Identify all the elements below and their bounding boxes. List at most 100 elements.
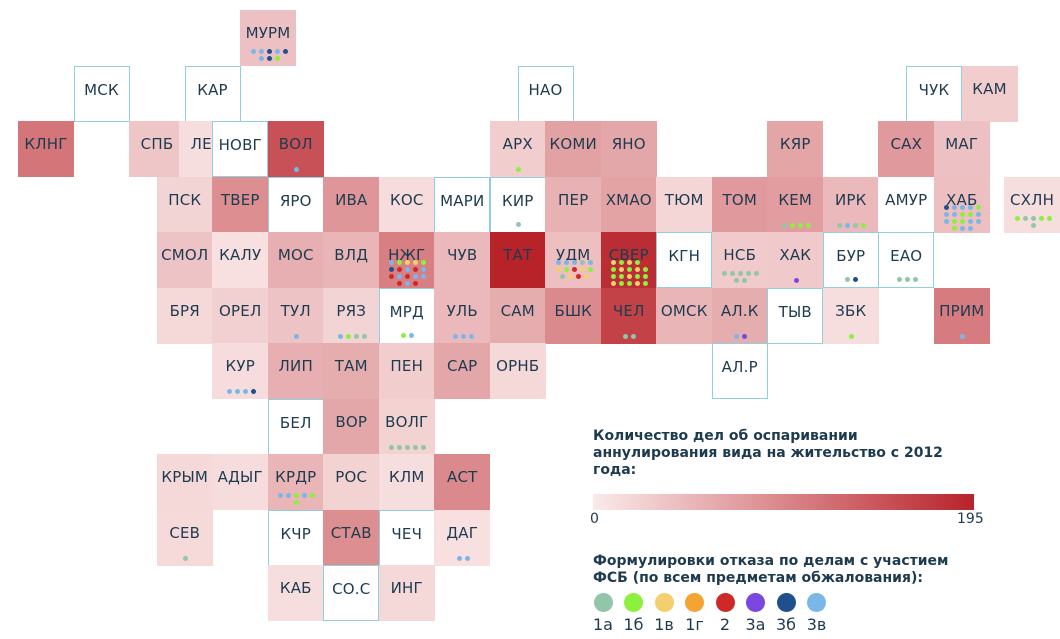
region-tile-bshk[interactable]: БШК <box>545 287 602 344</box>
region-tile-vld[interactable]: ВЛД <box>323 232 380 288</box>
region-tile-komi[interactable]: КОМИ <box>545 121 602 177</box>
region-tile-chel[interactable]: ЧЕЛ <box>600 287 657 344</box>
region-tile-kchr[interactable]: КЧР <box>267 509 324 566</box>
region-tile-lip[interactable]: ЛИП <box>267 343 324 399</box>
region-tile-tat[interactable]: ТАТ <box>489 232 546 288</box>
region-tile-brya[interactable]: БРЯ <box>156 287 213 344</box>
region-tile-ul[interactable]: УЛЬ <box>434 287 491 344</box>
region-tile-smol[interactable]: СМОЛ <box>156 232 213 288</box>
case-dot-3v <box>960 333 966 339</box>
region-tile-udm[interactable]: УДМ <box>545 232 602 288</box>
region-tile-iva[interactable]: ИВА <box>323 176 380 233</box>
region-tile-prim[interactable]: ПРИМ <box>933 287 990 344</box>
region-tile-mrd[interactable]: МРД <box>378 287 435 344</box>
region-tile-pen[interactable]: ПЕН <box>378 343 435 399</box>
region-tile-sah[interactable]: САХ <box>878 121 935 177</box>
region-tile-novg[interactable]: НОВГ <box>212 121 269 177</box>
region-label: САХ <box>890 135 923 153</box>
region-tile-tyv[interactable]: ТЫВ <box>767 287 824 344</box>
region-tile-hmao[interactable]: ХМАО <box>600 176 657 233</box>
region-tile-kos[interactable]: КОС <box>378 176 435 233</box>
region-tile-yano[interactable]: ЯНО <box>600 121 657 177</box>
case-dot-1v <box>627 260 633 265</box>
region-tile-kgn[interactable]: КГН <box>656 232 713 288</box>
region-tile-shln[interactable]: СХЛН <box>1004 176 1060 233</box>
region-label: ЯНО <box>611 135 646 153</box>
region-tile-orel[interactable]: ОРЕЛ <box>212 287 269 344</box>
region-tile-arh[interactable]: АРХ <box>489 121 546 177</box>
region-tile-kar[interactable]: КАР <box>184 65 241 122</box>
region-tile-ryaz[interactable]: РЯЗ <box>323 287 380 344</box>
region-tile-kir[interactable]: КИР <box>489 176 546 233</box>
region-tile-msk[interactable]: МСК <box>73 65 130 122</box>
region-tile-hak[interactable]: ХАК <box>767 232 824 288</box>
region-tile-bur[interactable]: БУР <box>822 232 879 288</box>
region-tile-volg[interactable]: ВОЛГ <box>378 398 435 455</box>
region-label: ОРНБ <box>496 357 540 375</box>
region-tile-mos[interactable]: МОС <box>267 232 324 288</box>
case-dot-3a <box>742 333 748 339</box>
case-dot-1a <box>837 222 843 228</box>
region-tile-per[interactable]: ПЕР <box>545 176 602 233</box>
region-tile-klm[interactable]: КЛМ <box>378 454 435 510</box>
region-tile-chuk[interactable]: ЧУК <box>906 65 962 122</box>
region-label: АРХ <box>502 135 533 153</box>
region-tile-sev[interactable]: СЕВ <box>156 509 213 566</box>
region-tile-irk[interactable]: ИРК <box>822 176 879 233</box>
region-tile-tyum[interactable]: ТЮМ <box>656 176 713 233</box>
region-tile-kem[interactable]: КЕМ <box>767 176 824 233</box>
region-tile-tver[interactable]: ТВЕР <box>212 176 269 233</box>
region-tile-mari[interactable]: МАРИ <box>434 176 491 233</box>
region-tile-bel[interactable]: БЕЛ <box>267 398 324 455</box>
region-tile-ros[interactable]: РОС <box>323 454 380 510</box>
region-tile-sar[interactable]: САР <box>434 343 491 399</box>
region-label: ЯРО <box>279 191 312 210</box>
case-dot-3b <box>282 49 288 54</box>
region-tile-ornb[interactable]: ОРНБ <box>489 343 546 399</box>
region-tile-tul[interactable]: ТУЛ <box>267 287 324 344</box>
region-tile-chuv[interactable]: ЧУВ <box>434 232 491 288</box>
region-tile-nzhg[interactable]: НЖГ <box>378 232 435 288</box>
region-tile-alk[interactable]: АЛ.К <box>711 287 768 344</box>
region-tile-adyg[interactable]: АДЫГ <box>212 454 269 510</box>
region-tile-chech[interactable]: ЧЕЧ <box>378 509 435 566</box>
legend-item-1a: 1а <box>585 593 621 634</box>
region-tile-ing[interactable]: ИНГ <box>378 565 435 621</box>
region-tile-kyar[interactable]: КЯР <box>767 121 824 177</box>
region-label: НОВГ <box>218 136 262 154</box>
region-tile-kur[interactable]: КУР <box>212 343 269 399</box>
region-tile-psk[interactable]: ПСК <box>156 176 213 233</box>
region-tile-mag[interactable]: МАГ <box>933 121 990 177</box>
region-tile-nao[interactable]: НАО <box>517 65 574 122</box>
gradient-legend-bar <box>593 494 974 510</box>
region-tile-kab[interactable]: КАБ <box>267 565 324 621</box>
region-tile-kalu[interactable]: КАЛУ <box>212 232 269 288</box>
region-tile-dag[interactable]: ДАГ <box>434 509 491 566</box>
region-tile-eao[interactable]: ЕАО <box>878 232 935 288</box>
region-tile-omsk[interactable]: ОМСК <box>656 287 713 344</box>
region-tile-sver[interactable]: СВЕР <box>600 232 657 307</box>
region-tile-vol[interactable]: ВОЛ <box>267 121 324 177</box>
region-tile-sos[interactable]: СО.С <box>323 565 380 621</box>
region-tile-spb[interactable]: СПБ <box>129 121 185 177</box>
region-tile-tam[interactable]: ТАМ <box>323 343 380 399</box>
region-tile-stav[interactable]: СТАВ <box>323 509 380 566</box>
region-tile-nsb[interactable]: НСБ <box>711 232 768 288</box>
region-tile-krdr[interactable]: КРДР <box>267 454 324 510</box>
region-tile-sam[interactable]: САМ <box>489 287 546 344</box>
region-tile-zbk[interactable]: ЗБК <box>822 287 879 344</box>
region-label: КАЛУ <box>219 246 262 264</box>
region-tile-hab[interactable]: ХАБ <box>933 176 990 233</box>
region-tile-tom[interactable]: ТОМ <box>711 176 768 233</box>
region-tile-vor[interactable]: ВОР <box>323 398 380 455</box>
region-label: КАР <box>197 80 228 99</box>
region-tile-alr[interactable]: АЛ.Р <box>711 343 768 399</box>
region-tile-murm[interactable]: МУРМ <box>240 10 296 66</box>
region-tile-krym[interactable]: КРЫМ <box>156 454 213 510</box>
region-tile-klng[interactable]: КЛНГ <box>18 121 74 177</box>
region-tile-yaro[interactable]: ЯРО <box>267 176 324 233</box>
case-dot-1b <box>619 274 625 279</box>
region-tile-ast[interactable]: АСТ <box>434 454 491 510</box>
region-tile-amur[interactable]: АМУР <box>878 176 935 233</box>
region-tile-kam[interactable]: КАМ <box>961 65 1018 122</box>
